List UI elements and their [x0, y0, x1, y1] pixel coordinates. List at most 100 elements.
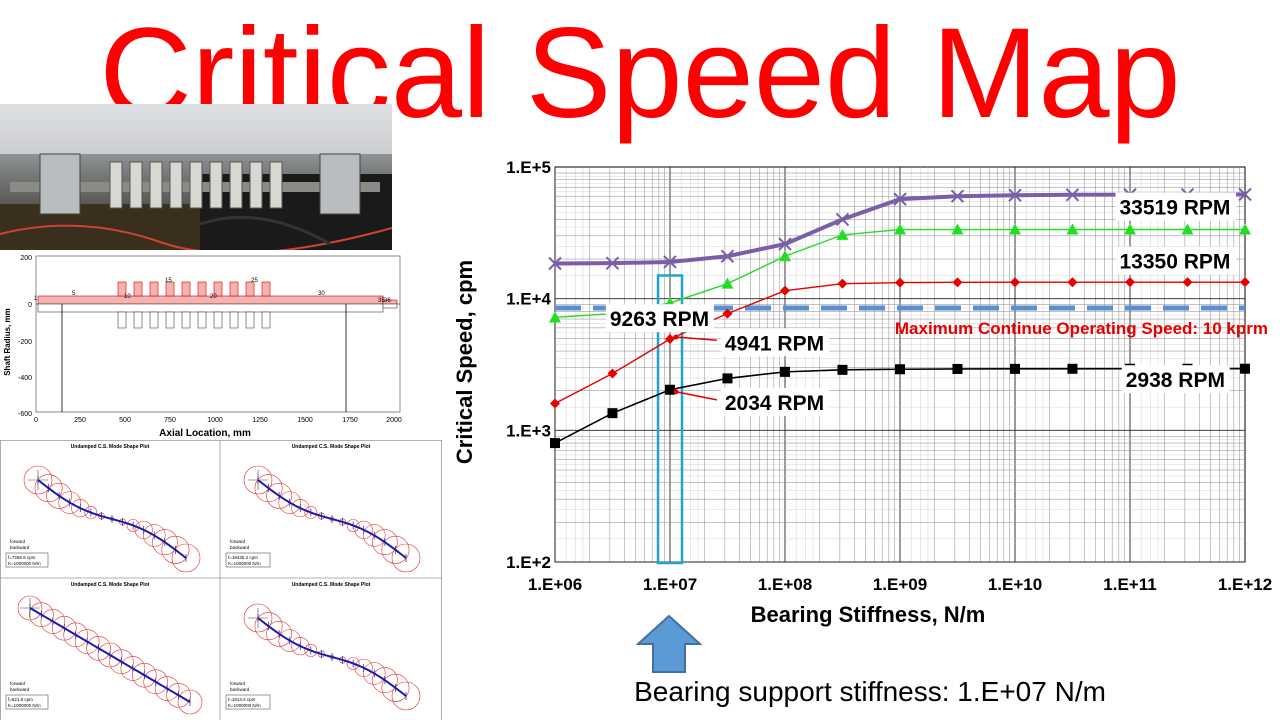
series-3-point [1181, 223, 1194, 235]
shaft-ytick: -600 [18, 411, 32, 418]
mode-legend-backward: backward [230, 687, 250, 692]
x-tick-label: 1.E+12 [1218, 575, 1272, 594]
annotation-label: 33519 RPM [1120, 197, 1231, 220]
mode-plot-2: Undamped C.S. Mode Shape Plot forward ba… [225, 444, 421, 573]
mode-plot-title: Undamped C.S. Mode Shape Plot [71, 444, 150, 450]
annotation-arrow-2034-head [673, 389, 679, 395]
annotation-label: 4941 RPM [725, 332, 824, 355]
annotation-arrow-2034 [675, 390, 718, 401]
mode-stiffness: K=1000000 N/m [228, 703, 261, 708]
series-1-point [550, 438, 560, 449]
mode-orbit-circle [304, 644, 318, 657]
mode-orbit-circle [34, 474, 63, 503]
series-2-point [1240, 277, 1250, 288]
series-2-point [780, 285, 790, 296]
mode-orbit-circle [151, 529, 178, 556]
mode-legend-forward: forward [10, 539, 26, 544]
series-2-point [722, 308, 733, 319]
rotor-rig-photo [0, 104, 392, 250]
series-1-point [1067, 363, 1078, 374]
mode-orbit-circle [391, 543, 421, 573]
series-3-point [894, 223, 906, 235]
shaft-xtick: 250 [74, 417, 86, 424]
mode-orbit-circle [58, 491, 81, 514]
mode-legend-forward: forward [10, 681, 26, 686]
mode-stiffness: K=1000000 N/m [8, 561, 41, 566]
series-2-point [1125, 277, 1135, 288]
series-3-point [1239, 223, 1251, 235]
series-2-point [665, 333, 675, 344]
mode-orbit-circle [278, 491, 301, 514]
mode-orbit-circle [97, 642, 123, 668]
series-2-point [952, 277, 963, 288]
mode-orbit-circle [17, 595, 43, 621]
mode-orbit-circle [161, 535, 190, 564]
shaft-xlabel: Axial Location, mm [159, 428, 251, 439]
shaft-ylabel: Shaft Radius, mm [3, 308, 12, 376]
mode-orbit-circle [177, 689, 203, 715]
mode-orbit-circle [126, 519, 140, 532]
series-3-point [779, 250, 791, 262]
mode-orbit-circle [346, 519, 360, 532]
annotation-arrow-4941-head [673, 334, 679, 340]
mode-orbit-circle [391, 681, 421, 711]
shaft-ytick: 0 [28, 302, 32, 309]
series-3-point [1124, 223, 1136, 235]
mode-orbit-circle [84, 506, 98, 519]
stiffness-caption: Bearing support stiffness: 1.E+07 N/m [634, 676, 1106, 707]
annotation-label: 2938 RPM [1126, 369, 1225, 392]
mode-stiffness: K=1000000 N/m [228, 561, 261, 566]
mode-orbit-circle [266, 482, 293, 509]
mode-stiffness: K=1000000 N/m [8, 703, 41, 708]
mode-orbit-circle [131, 662, 157, 688]
mode-orbit-circle [171, 543, 201, 573]
mode-orbit-circle [46, 482, 73, 509]
reference-layer: Maximum Continue Operating Speed: 10 kpr… [555, 274, 1268, 565]
series-3-point [1066, 223, 1079, 235]
annotation-background [1115, 192, 1237, 221]
mode-orbit-circle [254, 474, 283, 503]
y-tick-label: 1.E+3 [506, 421, 551, 440]
mode-orbit-circle [243, 603, 273, 633]
mode-frequency: f=18435.2 cpm [228, 555, 258, 560]
shaft-xtick: 1750 [342, 417, 358, 424]
shaft-xtick: 2000 [386, 417, 402, 424]
series-1-point [1240, 363, 1250, 374]
annotation-label: 13350 RPM [1120, 251, 1231, 274]
series-4-point [1238, 187, 1252, 202]
mode-orbit-circle [243, 465, 273, 495]
mode-orbit-circle [363, 524, 386, 547]
annotation-arrow-4941 [675, 336, 717, 342]
up-arrow-icon [635, 614, 703, 679]
series-1-point [665, 384, 675, 395]
shaft-ytick: -400 [18, 375, 32, 382]
mode-orbit-circle [23, 465, 53, 495]
tick-label-layer: 1.E+06 1.E+07 1.E+08 1.E+09 1.E+10 1.E+11 1.E+… [506, 158, 1272, 594]
station-label: 35 [378, 298, 385, 304]
annotation-layer: 33519 RPM 13350 RPM 9263 RPM 4941 RPM 2034 R… [605, 192, 1237, 416]
series-1-point [607, 408, 618, 419]
annotation-background [720, 328, 829, 357]
mode-frequency: f=1813.4 cpm [228, 697, 256, 702]
annotation-label: 2034 RPM [725, 392, 824, 415]
mode-orbit-circle [266, 620, 293, 647]
mode-orbit-circle [86, 635, 111, 661]
series-1-point [837, 364, 848, 375]
station-label: 15 [165, 278, 172, 284]
mode-orbit-circle [74, 629, 100, 654]
mode-legend-backward: backward [230, 545, 250, 550]
shaft-ytick: -200 [18, 339, 32, 346]
x-axis-label: Bearing Stiffness, N/m [751, 602, 986, 627]
mode-orbit-circle [29, 602, 54, 628]
station-label: 25 [251, 278, 258, 284]
max-operating-speed-label: Maximum Continue Operating Speed: 10 kpr… [895, 319, 1268, 338]
mode-legend-forward: forward [230, 681, 246, 686]
mode-plot-3: Undamped C.S. Mode Shape Plot forward ba… [5, 582, 203, 715]
critical-speed-chart: Maximum Continue Operating Speed: 10 kpr… [440, 140, 1280, 640]
shaft-xtick: 500 [119, 417, 131, 424]
mode-orbit-circle [291, 499, 310, 518]
series-2-point [1010, 277, 1020, 288]
shaft-geometry-plot: 200 0 -200 -400 -600 0 250 500 750 1000 … [0, 252, 410, 440]
mode-orbit-circle [51, 615, 77, 641]
x-tick-label: 1.E+10 [988, 575, 1042, 594]
